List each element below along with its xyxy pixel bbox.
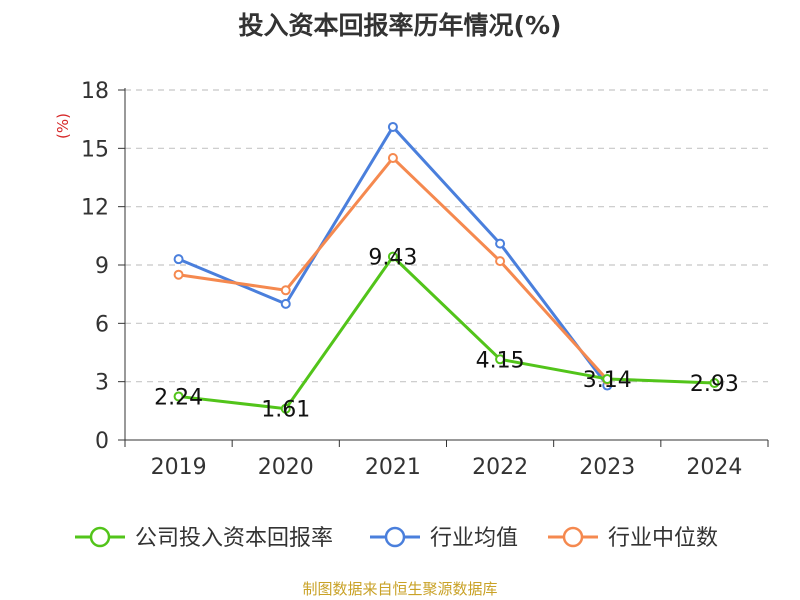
data-point: [280, 403, 291, 414]
data-point: [495, 354, 506, 365]
x-tick-label: 2021: [365, 455, 421, 480]
y-tick-label: 15: [81, 137, 109, 162]
y-tick-label: 3: [95, 371, 109, 396]
data-point: [173, 269, 184, 280]
data-point: [602, 373, 613, 384]
data-point: [173, 254, 184, 265]
data-label: 3.14: [583, 368, 632, 393]
x-tick-label: 2023: [579, 455, 635, 480]
data-label: 2.93: [690, 372, 739, 397]
chart-title: 投入资本回报率历年情况(%): [238, 11, 562, 40]
data-label: 9.43: [368, 246, 417, 271]
data-point: [709, 378, 720, 389]
y-tick-label: 12: [81, 196, 109, 221]
data-point: [280, 298, 291, 309]
data-point: [495, 256, 506, 267]
y-axis-unit: (%): [54, 113, 72, 139]
data-label: 2.24: [154, 385, 203, 410]
x-tick-label: 2022: [472, 455, 528, 480]
legend-label: 公司投入资本回报率: [135, 526, 333, 551]
data-point: [387, 153, 398, 164]
data-point: [173, 391, 184, 402]
data-point: [387, 121, 398, 132]
x-tick-label: 2024: [686, 455, 742, 480]
legend-label: 行业均值: [430, 526, 518, 551]
x-tick-label: 2019: [151, 455, 207, 480]
series-line: [178, 255, 715, 411]
data-label: 4.15: [476, 348, 525, 373]
legend-label: 行业中位数: [608, 526, 718, 551]
data-point: [495, 238, 506, 249]
y-tick-label: 9: [95, 254, 109, 279]
legend-marker: [384, 526, 406, 548]
legend-marker: [562, 526, 584, 548]
y-tick-label: 0: [95, 429, 109, 454]
legend-marker: [89, 526, 111, 548]
data-point: [280, 285, 291, 296]
y-tick-label: 18: [81, 79, 109, 104]
x-tick-label: 2020: [258, 455, 314, 480]
y-tick-label: 6: [95, 312, 109, 337]
data-point: [387, 251, 398, 262]
source-note: 制图数据来自恒生聚源数据库: [302, 580, 498, 598]
data-label: 1.61: [261, 398, 310, 423]
